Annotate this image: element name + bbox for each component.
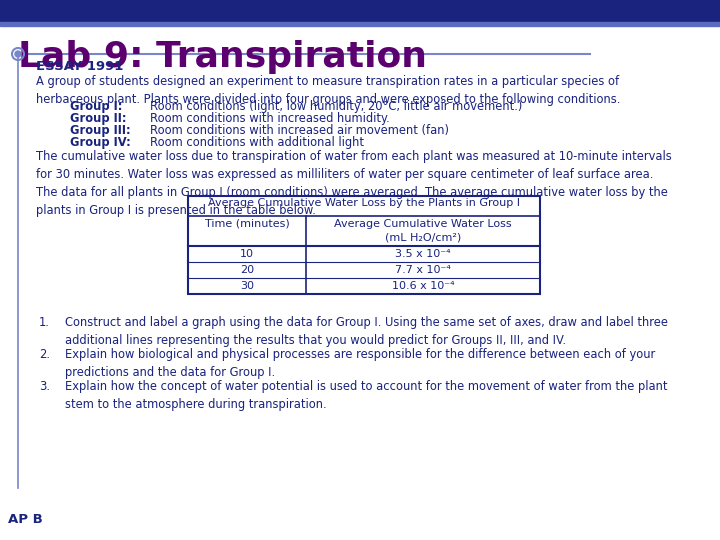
Text: 7.7 x 10⁻⁴: 7.7 x 10⁻⁴ (395, 265, 451, 275)
Circle shape (15, 51, 21, 57)
Text: Group IV:: Group IV: (70, 136, 131, 149)
Text: 10.6 x 10⁻⁴: 10.6 x 10⁻⁴ (392, 281, 454, 291)
Text: 10: 10 (240, 249, 254, 259)
Text: Room conditions with additional light: Room conditions with additional light (150, 136, 364, 149)
Text: Explain how the concept of water potential is used to account for the movement o: Explain how the concept of water potenti… (65, 380, 667, 411)
Text: Group II:: Group II: (70, 112, 127, 125)
Text: Room conditions (light, low humidity, 20°C, little air movement.): Room conditions (light, low humidity, 20… (150, 100, 523, 113)
Text: 3.: 3. (39, 380, 50, 393)
Text: Group III:: Group III: (70, 124, 130, 137)
Text: 20: 20 (240, 265, 254, 275)
Bar (0, 0, 720, 22)
Text: ESSAY 1991: ESSAY 1991 (36, 60, 123, 73)
Text: Group I:: Group I: (70, 100, 122, 113)
Text: AP B: AP B (8, 513, 42, 526)
Text: Lab 9: Transpiration: Lab 9: Transpiration (18, 40, 427, 74)
Text: 1.: 1. (39, 316, 50, 329)
Text: Average Cumulative Water Loss by the Plants in Group I: Average Cumulative Water Loss by the Pla… (208, 198, 520, 208)
Bar (0, 22, 720, 26)
Bar (188, 196, 540, 294)
Text: Room conditions with increased air movement (fan): Room conditions with increased air movem… (150, 124, 449, 137)
Text: Time (minutes): Time (minutes) (204, 219, 289, 229)
Text: 3.5 x 10⁻⁴: 3.5 x 10⁻⁴ (395, 249, 451, 259)
Text: A group of students designed an experiment to measure transpiration rates in a p: A group of students designed an experime… (36, 75, 621, 106)
Text: 30: 30 (240, 281, 254, 291)
Text: Average Cumulative Water Loss
(mL H₂O/cm²): Average Cumulative Water Loss (mL H₂O/cm… (334, 219, 512, 242)
Text: Room conditions with increased humidity.: Room conditions with increased humidity. (150, 112, 390, 125)
Text: The cumulative water loss due to transpiration of water from each plant was meas: The cumulative water loss due to transpi… (36, 150, 672, 217)
Text: 2.: 2. (39, 348, 50, 361)
Text: Explain how biological and physical processes are responsible for the difference: Explain how biological and physical proc… (65, 348, 655, 379)
Text: Construct and label a graph using the data for Group I. Using the same set of ax: Construct and label a graph using the da… (65, 316, 668, 347)
